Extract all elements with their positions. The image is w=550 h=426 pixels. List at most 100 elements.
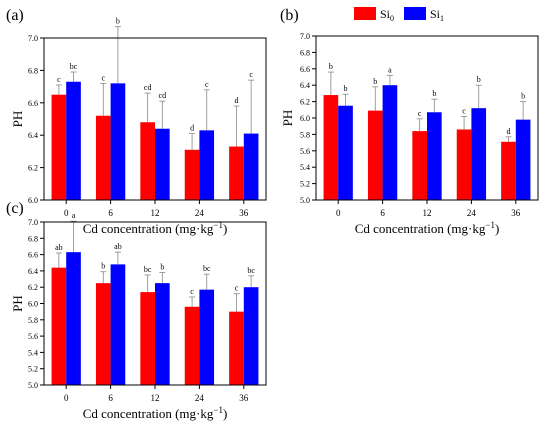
y-tick-label: 6.6 (300, 65, 310, 74)
plot-frame (43, 221, 267, 386)
bar (501, 141, 516, 200)
significance-letter: cd (144, 83, 152, 92)
significance-letter: c (235, 284, 239, 293)
bar (66, 252, 81, 385)
significance-letter: c (418, 109, 422, 118)
x-tick-label: 0 (64, 208, 69, 218)
y-tick-label: 6.6 (28, 251, 38, 260)
significance-letter: c (249, 70, 253, 79)
bar (51, 94, 67, 200)
bar (66, 81, 81, 200)
significance-letter: c (205, 80, 209, 89)
x-axis-label: Cd concentration (mg·kg−1) (83, 405, 228, 421)
significance-letter: bc (70, 62, 78, 71)
x-tick-label: 36 (239, 208, 249, 218)
x-axis-label: Cd concentration (mg·kg−1) (355, 220, 500, 236)
significance-letter: ab (114, 242, 122, 251)
bar (323, 95, 339, 200)
panel-c: (c)5.05.25.45.65.86.06.26.46.66.87.0aba0… (6, 200, 267, 421)
bar (155, 128, 170, 200)
x-tick-label: 24 (195, 393, 205, 403)
y-tick-label: 6.0 (28, 300, 38, 309)
x-tick-label: 6 (108, 393, 113, 403)
significance-letter: cd (159, 91, 167, 100)
bar (412, 131, 427, 200)
bar (184, 149, 200, 200)
bar (338, 105, 353, 200)
y-tick-label: 5.8 (28, 316, 38, 325)
legend: Si0 Si1 (354, 7, 444, 23)
x-tick-label: 24 (467, 208, 477, 218)
y-tick-label: 6.2 (28, 283, 38, 292)
y-tick-label: 6.8 (28, 66, 38, 75)
legend-label: Si1 (430, 7, 444, 23)
plot-frame (315, 35, 539, 201)
significance-letter: a (388, 65, 392, 74)
bar (155, 283, 170, 385)
plot-frame (43, 37, 267, 201)
x-tick-label: 6 (108, 208, 113, 218)
significance-letter: c (101, 73, 105, 82)
y-tick-label: 5.4 (28, 348, 38, 357)
y-tick-label: 5.0 (300, 196, 310, 205)
significance-letter: b (432, 89, 436, 98)
legend-swatch (404, 7, 426, 20)
bar (95, 115, 111, 200)
y-axis-label: PH (10, 111, 25, 128)
y-tick-label: 5.2 (300, 180, 310, 189)
bar (110, 264, 126, 385)
y-tick-label: 5.2 (28, 365, 38, 374)
legend-label: Si0 (380, 7, 394, 23)
y-axis-label: PH (10, 295, 25, 312)
significance-letter: b (344, 84, 348, 93)
significance-letter: b (373, 77, 377, 86)
significance-letter: bc (144, 265, 152, 274)
panel-a: (a)6.06.26.46.66.87.0cbc0cb6cdcd12dc24dc… (6, 7, 267, 236)
significance-letter: d (190, 124, 194, 133)
significance-letter: b (521, 92, 525, 101)
y-axis-label: PH (280, 110, 295, 127)
y-tick-label: 5.0 (28, 381, 38, 390)
bar (382, 85, 398, 200)
significance-letter: bc (247, 266, 255, 275)
y-tick-label: 7.0 (300, 32, 310, 41)
bar (427, 112, 442, 200)
panel-label: (a) (6, 7, 24, 24)
x-tick-label: 36 (239, 393, 249, 403)
x-tick-label: 12 (151, 208, 160, 218)
y-tick-label: 6.8 (300, 48, 310, 57)
y-tick-label: 7.0 (28, 34, 38, 43)
x-tick-label: 12 (151, 393, 160, 403)
panel-b: (b) 5.0 5.2 5.4 5.6 5.8 6.0 6.2 6.4 6.6 6.8 7.0 b b 0 b… (280, 7, 539, 236)
y-tick-label: 6.2 (28, 164, 38, 173)
y-tick-label: 5.6 (300, 147, 310, 156)
bar (51, 267, 67, 385)
x-tick-label: 0 (64, 393, 69, 403)
bar (140, 122, 155, 200)
significance-letter: b (116, 17, 120, 26)
y-tick-label: 6.4 (28, 131, 38, 140)
bar (229, 146, 244, 200)
y-tick-label: 6.0 (28, 196, 38, 205)
significance-letter: b (329, 62, 333, 71)
bar (140, 292, 155, 385)
significance-letter: ab (55, 243, 63, 252)
bar (95, 283, 111, 385)
x-axis-label: Cd concentration (mg·kg−1) (83, 220, 228, 236)
bar (110, 83, 126, 200)
bar (199, 289, 215, 385)
y-tick-label: 6.4 (300, 81, 310, 90)
significance-letter: b (101, 262, 105, 271)
bar (515, 119, 531, 200)
y-tick-label: 7.0 (28, 218, 38, 227)
bar (456, 129, 472, 200)
significance-letter: c (462, 106, 466, 115)
bar (199, 130, 215, 200)
y-tick-label: 5.6 (28, 332, 38, 341)
significance-letter: d (506, 127, 510, 136)
panel-label: (c) (6, 200, 24, 217)
y-tick-label: 6.6 (28, 99, 38, 108)
bar (184, 306, 200, 385)
significance-letter: c (57, 75, 61, 84)
